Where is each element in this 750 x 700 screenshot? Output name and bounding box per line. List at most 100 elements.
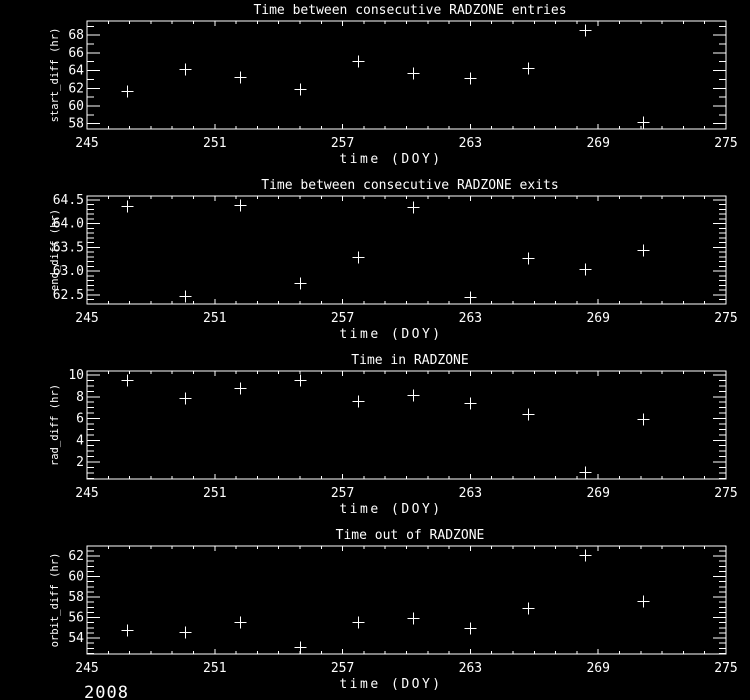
data-point-marker (352, 251, 365, 264)
data-series (121, 374, 650, 479)
data-point-marker (522, 62, 535, 75)
data-point-marker (121, 374, 134, 387)
data-point-marker (352, 616, 365, 629)
x-tick-label: 257 (331, 661, 354, 676)
x-tick-label: 251 (203, 661, 226, 676)
data-point-marker (294, 277, 307, 290)
data-series (121, 199, 650, 304)
data-point-marker (407, 612, 420, 625)
y-tick-label: 6 (76, 412, 84, 427)
data-series (121, 24, 650, 129)
data-point-marker (294, 83, 307, 96)
data-point-marker (234, 616, 247, 629)
data-point-marker (407, 201, 420, 214)
data-point-marker (179, 626, 192, 639)
x-tick-label: 275 (714, 486, 737, 501)
x-tick-label: 269 (586, 661, 609, 676)
x-axis-label: time (DOY) (339, 677, 442, 692)
panel-3: 245 251 257 263 269 275 2 4 6 8 10 Time in RADZONE t… (49, 353, 738, 517)
data-point-marker (579, 263, 592, 276)
y-axis-label: rad_diff (hr) (49, 384, 61, 466)
y-tick-label: 62.5 (53, 288, 84, 303)
data-point-marker (637, 413, 650, 426)
data-point-marker (407, 389, 420, 402)
panel-title: Time between consecutive RADZONE entries (253, 3, 566, 18)
data-point-marker (121, 624, 134, 637)
data-point-marker (294, 374, 307, 387)
data-point-marker (637, 595, 650, 608)
x-tick-label: 269 (586, 136, 609, 151)
x-tick-label: 263 (459, 311, 482, 326)
data-point-marker (179, 290, 192, 303)
y-tick-label: 64.0 (53, 217, 84, 232)
x-tick-label: 245 (75, 136, 98, 151)
data-point-marker (579, 466, 592, 479)
y-tick-label: 58 (68, 590, 84, 605)
data-point-marker (637, 244, 650, 257)
data-point-marker (234, 382, 247, 395)
x-tick-label: 263 (459, 661, 482, 676)
y-axis-label: end_diff (hr) (49, 209, 61, 291)
data-point-marker (522, 252, 535, 265)
y-tick-label: 62 (68, 549, 84, 564)
x-tick-label: 275 (714, 311, 737, 326)
x-tick-label: 269 (586, 486, 609, 501)
x-tick-label: 257 (331, 486, 354, 501)
data-point-marker (464, 622, 477, 635)
x-tick-label: 263 (459, 486, 482, 501)
y-tick-label: 56 (68, 611, 84, 626)
x-tick-label: 257 (331, 311, 354, 326)
data-point-marker (234, 71, 247, 84)
data-point-marker (294, 641, 307, 654)
data-point-marker (464, 72, 477, 85)
data-point-marker (579, 549, 592, 562)
x-axis-label: time (DOY) (339, 152, 442, 167)
data-series (121, 549, 650, 654)
y-tick-label: 66 (68, 46, 84, 61)
panel-title: Time out of RADZONE (336, 528, 485, 543)
y-tick-label: 4 (76, 433, 84, 448)
y-tick-label: 64.5 (53, 193, 84, 208)
x-tick-label: 245 (75, 311, 98, 326)
panel-2: 245 251 257 263 269 275 62.5 63.0 63.5 64.0 64.5 Ti… (49, 178, 738, 342)
data-point-marker (522, 602, 535, 615)
data-point-marker (407, 67, 420, 80)
data-point-marker (234, 199, 247, 212)
plot-box (86, 195, 727, 305)
y-tick-label: 2 (76, 455, 84, 470)
data-point-marker (579, 24, 592, 37)
plot-box (86, 20, 727, 130)
data-point-marker (464, 397, 477, 410)
data-point-marker (522, 408, 535, 421)
data-point-marker (121, 85, 134, 98)
y-tick-label: 62 (68, 81, 84, 96)
x-tick-label: 251 (203, 486, 226, 501)
y-tick-label: 63.5 (53, 240, 84, 255)
panel-4: 245 251 257 263 269 275 54 56 58 60 62 Time out of … (49, 528, 738, 692)
panel-title: Time in RADZONE (351, 353, 468, 368)
x-tick-label: 257 (331, 136, 354, 151)
plot-box (86, 545, 727, 655)
y-tick-label: 64 (68, 64, 84, 79)
data-point-marker (464, 291, 477, 304)
y-tick-label: 63.0 (53, 264, 84, 279)
y-tick-label: 54 (68, 631, 84, 646)
y-tick-label: 68 (68, 28, 84, 43)
y-tick-label: 60 (68, 99, 84, 114)
y-tick-label: 58 (68, 117, 84, 132)
panel-title: Time between consecutive RADZONE exits (261, 178, 558, 193)
panel-1: 245 251 257 263 269 275 58 60 62 64 66 68 Time betwe… (49, 3, 738, 167)
x-tick-label: 251 (203, 311, 226, 326)
x-tick-label: 275 (714, 136, 737, 151)
data-point-marker (352, 395, 365, 408)
y-tick-label: 8 (76, 390, 84, 405)
data-point-marker (352, 55, 365, 68)
y-tick-label: 10 (68, 368, 84, 383)
data-point-marker (179, 63, 192, 76)
y-axis-label: orbit_diff (hr) (49, 553, 61, 648)
data-point-marker (637, 116, 650, 129)
x-axis-label: time (DOY) (339, 502, 442, 517)
